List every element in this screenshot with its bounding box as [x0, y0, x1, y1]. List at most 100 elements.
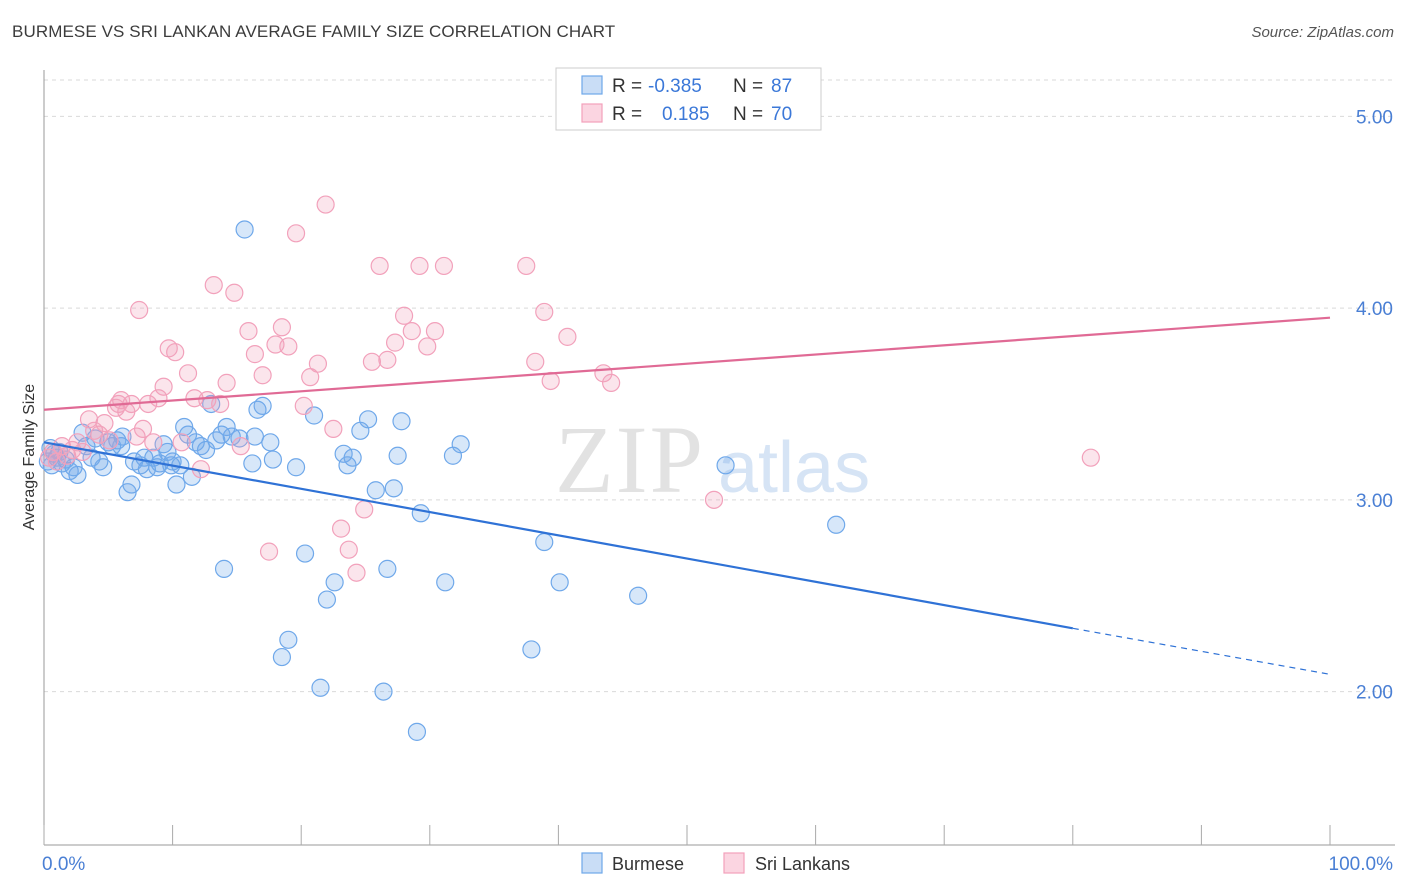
- sri-lankan-point-45: [308, 354, 328, 373]
- burmese-point-84: [245, 427, 265, 446]
- burmese-point-53: [272, 647, 292, 667]
- y-axis-label: Average Family Size: [21, 384, 38, 531]
- sri-lankan-point-50: [347, 563, 366, 582]
- sri-lankan-point-30: [204, 275, 223, 295]
- sri-lankan-point-64: [535, 302, 554, 322]
- burmese-point-63: [343, 448, 362, 467]
- burmese-point-67: [374, 682, 393, 701]
- stats-legend: R = -0.385 N = 87 R = 0.185 N = 70: [555, 67, 822, 131]
- y-tick-label-0: 2.00: [1356, 683, 1393, 704]
- legend-n-value-burmese: 87: [771, 76, 792, 97]
- sri-lankan-point-22: [154, 377, 173, 396]
- sri-lankan-point-25: [172, 433, 191, 452]
- y-tick-label-1: 3.00: [1356, 491, 1393, 512]
- burmese-point-69: [384, 479, 403, 498]
- legend-r-label-burmese: R =: [612, 76, 642, 97]
- chart-title: BURMESE VS SRI LANKAN AVERAGE FAMILY SIZ…: [12, 22, 616, 41]
- sri-lankan-point-37: [253, 366, 272, 385]
- watermark-atlas: atlas: [718, 428, 870, 508]
- sri-lankan-point-58: [410, 256, 429, 276]
- sri-lankan-point-65: [541, 371, 560, 391]
- sri-lankan-point-61: [434, 256, 454, 276]
- legend-n-value-sri-lankans: 70: [771, 104, 792, 125]
- burmese-point-70: [388, 446, 407, 465]
- sri-lankan-point-26: [178, 364, 198, 383]
- sri-lankan-point-18: [133, 419, 153, 439]
- chart-source: Source: ZipAtlas.com: [1251, 24, 1394, 41]
- legend-n-label-burmese: N =: [733, 76, 763, 97]
- legend-swatch-sri-lankans: [581, 103, 603, 123]
- burmese-point-73: [411, 504, 430, 523]
- x-tick-labels: 0.0% 100.0%: [42, 854, 1393, 875]
- burmese-point-33: [167, 475, 186, 494]
- burmese-point-71: [392, 412, 411, 431]
- burmese-point-65: [358, 410, 378, 429]
- sri-lankan-point-56: [394, 306, 414, 325]
- burmese-point-44: [217, 417, 236, 437]
- series-sri-lankans: [40, 195, 1100, 582]
- burmese-point-31: [158, 442, 177, 462]
- burmese-point-61: [334, 444, 353, 463]
- burmese-point-22: [122, 475, 141, 494]
- burmese-point-68: [378, 559, 397, 578]
- sri-lankan-point-53: [370, 256, 389, 276]
- x-tick-label-0: 0.0%: [42, 854, 85, 875]
- burmese-point-79: [550, 573, 569, 592]
- bottom-legend-burmese: Burmese: [612, 854, 684, 874]
- sri-lankan-point-11: [95, 414, 114, 433]
- sri-lankan-point-54: [378, 350, 397, 369]
- sri-lankan-point-60: [425, 322, 445, 341]
- trend-lines: [43, 316, 1331, 675]
- y-tick-label-2: 4.00: [1356, 299, 1393, 320]
- sri-lankan-point-35: [239, 322, 258, 341]
- sri-lankan-point-69: [704, 490, 724, 509]
- burmese-point-78: [535, 532, 554, 552]
- legend-r-value-burmese: -0.385: [648, 76, 702, 97]
- legend-r-value-sri-lankans: 0.185: [662, 104, 710, 125]
- sri-lankan-point-57: [402, 322, 421, 341]
- burmese-trend-line: [43, 441, 1073, 630]
- sri-lankan-point-51: [355, 500, 374, 519]
- burmese-point-66: [366, 481, 385, 500]
- sri-lankan-point-24: [166, 343, 185, 362]
- burmese-point-51: [261, 433, 280, 452]
- burmese-point-54: [279, 630, 298, 649]
- sri-lankan-point-38: [259, 542, 279, 561]
- sri-lankan-point-48: [331, 519, 351, 538]
- burmese-point-72: [407, 722, 427, 741]
- sri-lankan-point-62: [517, 256, 536, 276]
- burmese-point-52: [263, 450, 283, 469]
- bottom-legend-swatch-sri-lankans: [723, 852, 745, 874]
- sri-lankan-point-34: [231, 437, 250, 456]
- bottom-legend-sri-lankans: Sri Lankans: [755, 854, 850, 874]
- burmese-point-50: [253, 396, 272, 415]
- burmese-point-56: [295, 544, 315, 563]
- axes: [43, 70, 1395, 846]
- burmese-point-55: [286, 458, 306, 477]
- burmese-point-46: [230, 429, 249, 448]
- sri-lankan-point-43: [294, 396, 313, 415]
- sri-lankan-point-40: [272, 318, 292, 337]
- burmese-point-83: [214, 559, 234, 578]
- y-tick-labels: 2.00 3.00 4.00 5.00: [1356, 107, 1393, 703]
- y-tick-label-3: 5.00: [1356, 107, 1393, 128]
- burmese-point-47: [235, 220, 254, 239]
- sri-lankan-point-32: [217, 373, 236, 392]
- sri-lankan-point-52: [362, 352, 382, 371]
- burmese-point-81: [716, 456, 735, 475]
- burmese-point-76: [451, 435, 470, 454]
- sri-lankan-point-59: [418, 337, 437, 356]
- sri-lankan-point-66: [558, 327, 577, 346]
- burmese-point-10: [68, 465, 87, 485]
- series-legend: Burmese Sri Lankans: [581, 852, 850, 874]
- sri-lankan-trend-line: [43, 316, 1331, 411]
- sri-lankan-point-10: [90, 425, 109, 444]
- sri-lankan-point-33: [225, 283, 244, 302]
- sri-lankan-point-7: [73, 442, 92, 462]
- sri-lankan-point-68: [602, 373, 621, 392]
- gridlines: [44, 79, 1395, 693]
- sri-lankan-point-49: [339, 540, 358, 559]
- sri-lankan-point-46: [316, 195, 335, 214]
- burmese-point-16: [94, 458, 113, 477]
- watermark: ZIP atlas: [555, 406, 870, 513]
